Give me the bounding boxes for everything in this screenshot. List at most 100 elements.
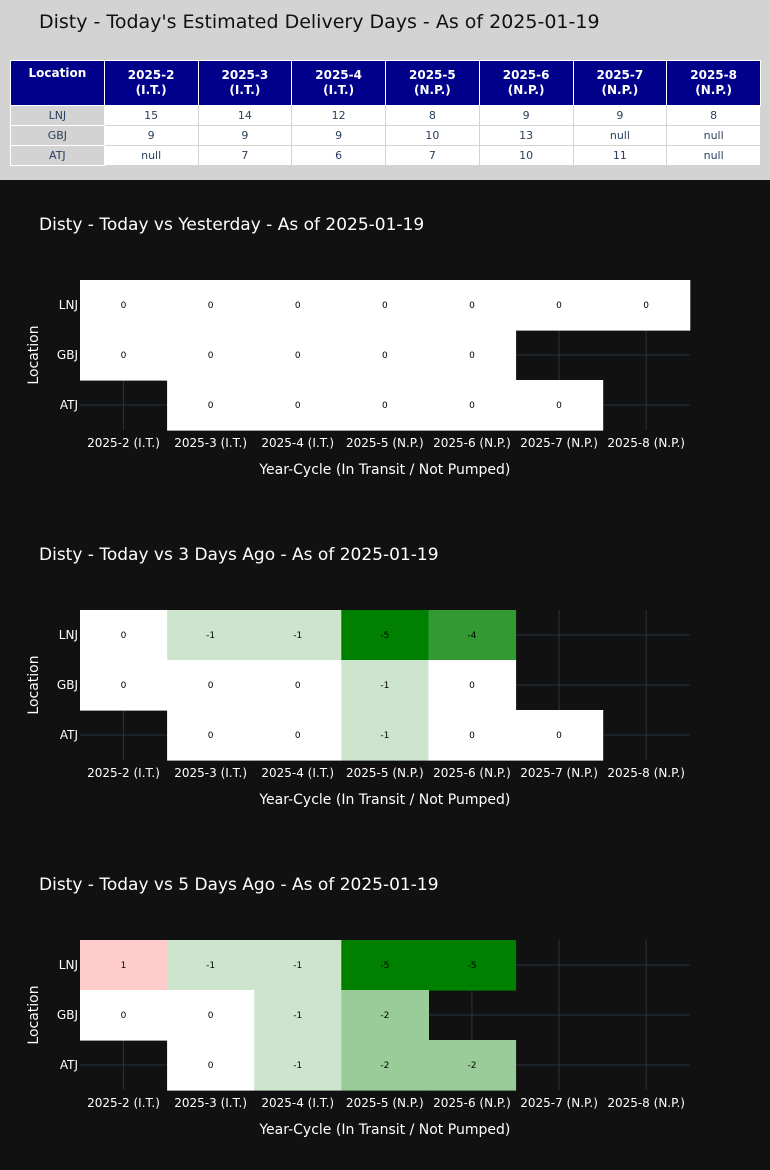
cell-value-label: -1 [293,631,302,641]
y-tick-label: ATJ [60,728,78,742]
cell-value-label: -1 [380,731,389,741]
cell-value-label: 0 [121,1011,127,1021]
y-tick-label: ATJ [60,398,78,412]
x-tick-label: 2025-5 (N.P.) [346,1096,424,1110]
heatmap-cell [254,1040,342,1091]
heatmap-cell [341,330,429,381]
heatmap-cell [515,380,604,431]
heatmap-cell [428,1040,517,1091]
x-axis-title: Year-Cycle (In Transit / Not Pumped) [258,1122,510,1138]
column-header-line1: 2025-3 [221,68,269,82]
x-tick-label: 2025-3 (I.T.) [174,766,247,780]
cell-value-label: -2 [380,1011,389,1021]
cell-value-label: 0 [643,301,649,311]
x-tick-label: 2025-8 (N.P.) [607,766,685,780]
heatmap-cell [341,710,429,761]
heatmap-cell [254,660,342,711]
heatmap-chart-5-days-ago: Disty - Today vs 5 Days Ago - As of 2025… [26,875,690,1138]
heatmap-cell [80,280,168,331]
x-tick-label: 2025-3 (I.T.) [174,436,247,450]
cell-value-label: -1 [293,1061,302,1071]
column-header-line2: (N.P.) [601,83,639,97]
cell-value-label: 0 [295,301,301,311]
table-cell: 14 [197,105,293,126]
heatmap-cell [428,940,517,991]
heatmap-cell [167,280,255,331]
estimate-table-header-row: Location 2025-2 (I.T.) 2025-3 (I.T.) 2025-… [10,60,761,106]
table-cell: null [666,125,761,146]
cell-value-label: -4 [467,631,476,641]
cell-value-label: 0 [208,401,214,411]
y-tick-label: ATJ [60,1058,78,1072]
column-header-line1: 2025-4 [315,68,362,82]
cell-value-label: -2 [380,1061,389,1071]
x-tick-label: 2025-8 (N.P.) [607,1096,685,1110]
table-cell: 10 [385,125,480,146]
column-header-line2: (I.T.) [323,83,355,97]
cell-value-label: 0 [469,301,475,311]
heatmap-cell [80,660,168,711]
cell-value-label: 0 [295,731,301,741]
heatmap-cell [167,610,255,661]
table-cell: 9 [103,125,199,146]
x-tick-label: 2025-4 (I.T.) [261,766,334,780]
table-cell: 9 [478,105,574,126]
heatmap-cell [428,710,517,761]
x-tick-label: 2025-6 (N.P.) [433,766,511,780]
cell-value-label: 0 [469,731,475,741]
column-header-line1: 2025-6 [502,68,550,82]
table-cell: null [572,125,668,146]
cell-value-label: 0 [556,731,562,741]
y-tick-label: LNJ [59,298,78,312]
heatmap-cell [341,1040,429,1091]
x-tick-label: 2025-5 (N.P.) [346,436,424,450]
heatmap-cell [341,660,429,711]
cell-value-label: 0 [208,1011,214,1021]
cell-value-label: -1 [293,961,302,971]
table-row: GBJ 9 9 9 10 13 null null [10,125,761,146]
heatmap-cell [341,280,429,331]
heatmap-chart-yesterday: Disty - Today vs Yesterday - As of 2025-… [26,215,691,478]
column-header-line2: (I.T.) [135,83,167,97]
heatmap-cell [428,280,517,331]
column-header-2025-6: 2025-6 (N.P.) [478,60,574,106]
heatmap-cell [428,660,517,711]
estimate-table: Location 2025-2 (I.T.) 2025-3 (I.T.) 2025-… [10,60,761,166]
column-header-line1: 2025-8 [690,68,737,82]
table-cell: 9 [197,125,293,146]
heatmap-cell [167,710,255,761]
heatmap-cell [254,710,342,761]
heatmap-chart-3-days-ago: Disty - Today vs 3 Days Ago - As of 2025… [26,545,690,808]
x-tick-label: 2025-6 (N.P.) [433,1096,511,1110]
table-cell: 10 [478,145,574,166]
x-tick-label: 2025-7 (N.P.) [520,1096,598,1110]
table-cell: 12 [291,105,386,126]
table-cell: null [666,145,761,166]
x-tick-label: 2025-2 (I.T.) [87,1096,160,1110]
x-tick-label: 2025-5 (N.P.) [346,766,424,780]
heatmap-cell [428,380,517,431]
chart-title: Disty - Today vs 3 Days Ago - As of 2025… [39,545,439,565]
heatmap-cell [602,280,691,331]
x-tick-label: 2025-3 (I.T.) [174,1096,247,1110]
heatmap-cell [80,610,168,661]
column-header-2025-8: 2025-8 (N.P.) [666,60,761,106]
estimate-panel: Disty - Today's Estimated Delivery Days … [0,0,770,180]
table-cell: 15 [103,105,199,126]
cell-value-label: 0 [121,351,127,361]
x-tick-label: 2025-7 (N.P.) [520,766,598,780]
cell-value-label: 0 [121,301,127,311]
cell-value-label: -1 [206,631,215,641]
cell-value-label: 0 [556,301,562,311]
heatmap-cell [80,330,168,381]
column-header-line1: 2025-5 [409,68,456,82]
column-header-line2: (N.P.) [414,83,451,97]
x-tick-label: 2025-6 (N.P.) [433,436,511,450]
heatmap-cell [254,380,342,431]
y-tick-label: LNJ [59,958,78,972]
y-tick-label: LNJ [59,628,78,642]
cell-value-label: 0 [382,301,388,311]
heatmap-cell [167,990,255,1041]
cell-value-label: 0 [295,351,301,361]
x-tick-label: 2025-8 (N.P.) [607,436,685,450]
